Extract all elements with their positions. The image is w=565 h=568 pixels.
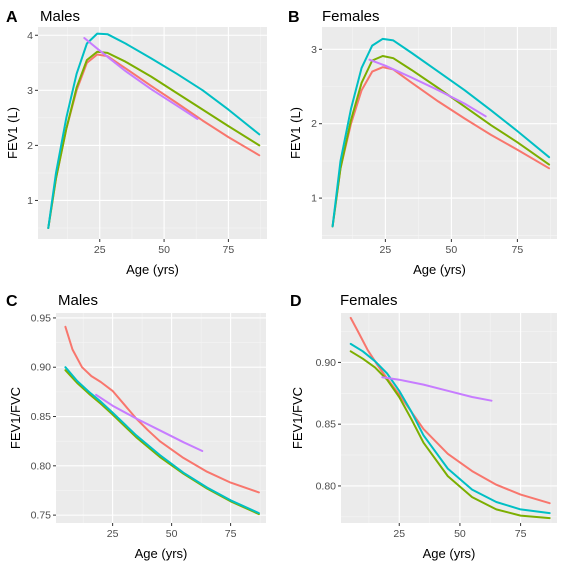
panel-title: Females	[340, 292, 398, 309]
y-tick-label: 0.80	[31, 460, 52, 472]
x-tick-label: 75	[223, 244, 235, 256]
y-tick-label: 0.85	[31, 411, 52, 423]
x-axis-label: Age (yrs)	[135, 546, 188, 561]
x-tick-label: 75	[225, 528, 237, 540]
series-line-4	[83, 37, 199, 120]
chart-panel-c: 25 50 75 0.75 0.80 0.85 0.90 0.95 Age (yrs) FEV1/…	[6, 292, 266, 561]
x-tick-label: 50	[446, 244, 458, 256]
series-line-2	[47, 50, 261, 229]
panel-letter: C	[6, 293, 18, 310]
series-line-2	[349, 350, 551, 520]
y-tick-label: 2	[311, 118, 317, 130]
y-tick-label: 0.90	[31, 362, 52, 374]
plot-background	[56, 313, 266, 523]
y-tick-label: 0.85	[316, 419, 337, 431]
y-tick-label: 0.75	[31, 510, 52, 522]
y-tick-label: 2	[27, 140, 33, 152]
panel-letter: D	[290, 293, 302, 310]
panel-title: Males	[58, 292, 98, 309]
y-tick-label: 0.95	[31, 312, 52, 324]
series-line-2	[331, 55, 551, 228]
chart-panel-b: 25 50 75 1 2 3 Age (yrs) FEV1 (L) B Females	[288, 8, 557, 277]
y-axis-label: FEV1/FVC	[8, 387, 23, 449]
x-tick-label: 50	[454, 528, 466, 540]
chart-panel-d: 25 50 75 0.80 0.85 0.90 Age (yrs) FEV1/FVC D Fema…	[290, 292, 557, 561]
y-tick-label: 1	[27, 195, 33, 207]
plot-background	[341, 313, 557, 523]
y-tick-label: 0.90	[316, 357, 337, 369]
series-line-1	[64, 325, 260, 494]
y-tick-label: 3	[27, 85, 33, 97]
y-axis-label: FEV1/FVC	[290, 387, 305, 449]
y-tick-label: 0.80	[316, 480, 337, 492]
x-axis-label: Age (yrs)	[126, 262, 179, 277]
x-tick-label: 75	[515, 528, 527, 540]
plot-background	[322, 27, 557, 239]
series-line-4	[95, 393, 204, 452]
y-tick-label: 3	[311, 44, 317, 56]
series-line-3	[331, 37, 551, 228]
series-line-3	[64, 366, 260, 515]
chart-panel-a: 25 50 75 1 2 3 4 Age (yrs) FEV1 (L) A Males	[5, 8, 267, 277]
y-axis-label: FEV1 (L)	[5, 107, 20, 159]
series-line-4	[368, 58, 487, 118]
series-line-3	[349, 342, 551, 515]
series-line-4	[381, 376, 493, 402]
x-tick-label: 75	[512, 244, 524, 256]
x-tick-label: 50	[158, 244, 170, 256]
x-tick-label: 25	[107, 528, 119, 540]
panel-title: Females	[322, 8, 380, 25]
x-tick-label: 50	[166, 528, 178, 540]
x-axis-label: Age (yrs)	[413, 262, 466, 277]
panel-letter: B	[288, 9, 300, 26]
series-line-3	[47, 32, 261, 229]
x-tick-label: 25	[393, 528, 405, 540]
x-axis-label: Age (yrs)	[423, 546, 476, 561]
x-tick-label: 25	[94, 244, 106, 256]
y-tick-label: 4	[27, 30, 33, 42]
y-tick-label: 1	[311, 193, 317, 205]
x-tick-label: 25	[380, 244, 392, 256]
panel-title: Males	[40, 8, 80, 25]
y-axis-label: FEV1 (L)	[288, 107, 303, 159]
panel-letter: A	[6, 9, 18, 26]
